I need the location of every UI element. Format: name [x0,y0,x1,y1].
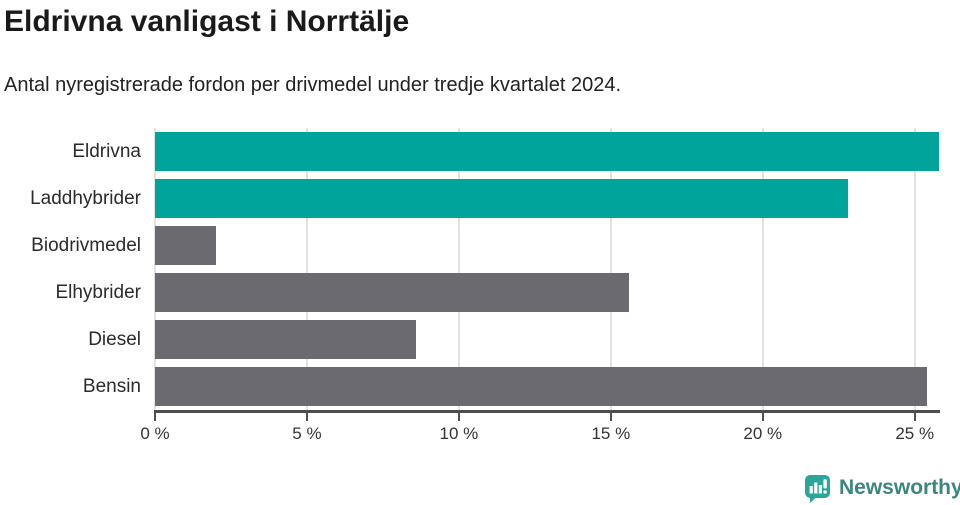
x-tick-label: 5 % [292,424,322,443]
category-label: Diesel [88,329,141,350]
bar-bensin [155,367,927,406]
bar-diesel [155,320,417,359]
category-label: Eldrivna [72,141,141,162]
brand-footer: Newsworthy [802,473,960,503]
x-axis-tick [457,413,460,421]
bar-eldrivna [155,132,939,171]
gridline [305,128,308,410]
x-axis-tick [154,413,156,421]
x-tick-label: 10 % [439,424,479,443]
x-axis-tick [761,413,764,421]
x-axis-line [154,410,940,413]
x-tick-label: 20 % [743,424,783,443]
category-label: Elhybrider [55,282,141,303]
chart-subtitle: Antal nyregistrerade fordon per drivmede… [4,74,622,96]
category-label: Bensin [82,376,141,397]
x-axis-tick [913,413,916,421]
brand-name: Newsworthy [839,476,960,499]
bar-laddhybrider [155,179,848,218]
newsworthy-logo-icon [805,475,830,503]
gridline [457,128,460,410]
gridline [609,128,612,410]
bar-biodrivmedel [155,226,216,265]
category-label: Biodrivmedel [31,235,141,256]
x-axis-tick [609,413,612,421]
category-label: Laddhybrider [30,188,141,209]
x-tick-label: 0 % [140,424,170,443]
bar-elhybrider [155,273,630,312]
gridline [154,128,156,410]
gridline [913,128,916,410]
x-axis-tick [305,413,308,421]
page-title: Eldrivna vanligast i Norrtälje [4,5,410,38]
x-tick-label: 15 % [591,424,631,443]
gridline [761,128,764,410]
x-tick-label: 25 % [895,424,935,443]
